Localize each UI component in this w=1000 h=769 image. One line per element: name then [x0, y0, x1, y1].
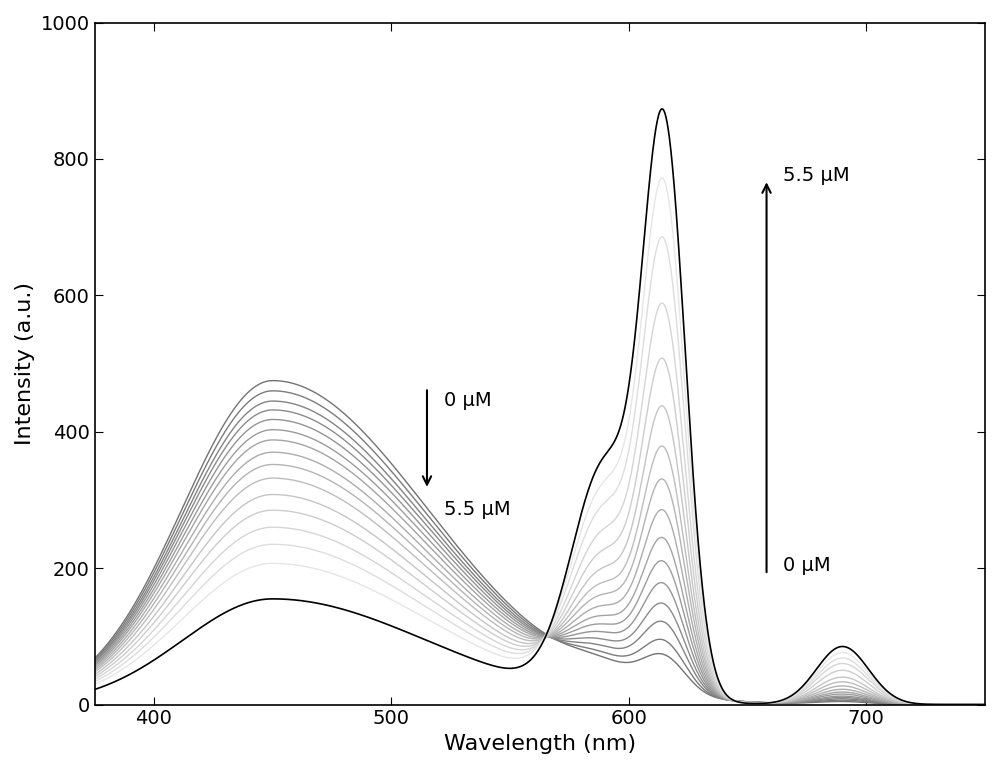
Text: 5.5 μM: 5.5 μM — [444, 500, 510, 519]
Text: 5.5 μM: 5.5 μM — [783, 166, 850, 185]
Text: 0 μM: 0 μM — [783, 556, 831, 575]
X-axis label: Wavelength (nm): Wavelength (nm) — [444, 734, 636, 754]
Y-axis label: Intensity (a.u.): Intensity (a.u.) — [15, 282, 35, 445]
Text: 0 μM: 0 μM — [444, 391, 491, 410]
